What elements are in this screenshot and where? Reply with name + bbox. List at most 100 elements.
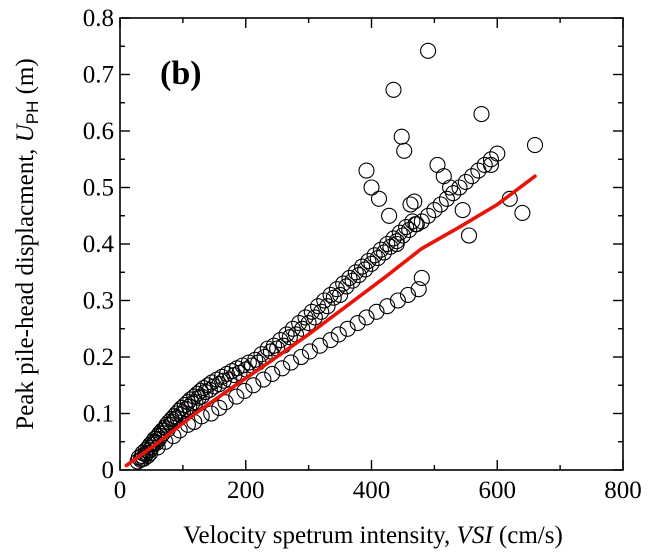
data-point <box>406 193 423 210</box>
y-axis-title: Peak pile-head displacment, UPH (m) <box>12 58 42 429</box>
x-axis-title-prefix: Velocity spetrum intensity, <box>183 522 456 549</box>
y-axis-title-subscript: PH <box>23 101 42 125</box>
y-tick-label: 0.5 <box>83 175 114 202</box>
data-point <box>247 351 264 368</box>
data-point <box>413 213 430 230</box>
data-point <box>228 388 245 405</box>
x-tick-label: 400 <box>353 477 391 504</box>
data-point <box>408 216 425 233</box>
data-point <box>366 247 383 264</box>
data-point <box>460 227 478 244</box>
data-point <box>203 405 220 422</box>
data-point <box>391 224 408 241</box>
data-point <box>432 196 449 213</box>
y-tick-label: 0.8 <box>83 5 114 32</box>
data-point <box>310 298 327 315</box>
data-point <box>476 156 493 173</box>
data-point <box>291 315 308 332</box>
y-axis-title-symbol: U <box>12 122 39 142</box>
data-point <box>306 309 323 326</box>
data-point <box>363 255 380 272</box>
data-point <box>393 128 410 145</box>
data-point <box>278 326 295 343</box>
data-point <box>413 269 430 286</box>
fit-line-group <box>124 174 537 468</box>
data-point <box>330 326 347 343</box>
data-point <box>322 332 339 349</box>
data-point <box>187 394 204 411</box>
data-point <box>272 332 289 349</box>
data-point <box>316 292 333 309</box>
data-point <box>404 213 421 230</box>
y-tick-label: 0.3 <box>83 288 114 315</box>
y-tick-labels: 0 0.1 0.2 0.3 0.4 0.5 0.6 0.7 0.8 <box>83 5 115 484</box>
data-point <box>379 235 396 253</box>
data-point <box>429 156 446 173</box>
y-tick-label: 0.1 <box>83 401 114 428</box>
data-point <box>438 190 455 207</box>
data-point <box>264 365 281 382</box>
data-point <box>482 151 500 168</box>
data-point <box>376 244 393 261</box>
data-point <box>284 320 301 337</box>
data-point <box>274 360 291 377</box>
data-point <box>301 343 318 360</box>
data-point <box>464 168 481 185</box>
x-axis-title-unit: (cm/s) <box>493 522 563 549</box>
data-point <box>223 363 240 380</box>
data-point <box>435 168 452 185</box>
data-point <box>388 233 405 250</box>
data-point <box>217 394 234 411</box>
data-point <box>211 399 228 416</box>
data-point <box>420 207 437 224</box>
data-point <box>332 286 349 303</box>
x-tick-label: 0 <box>114 477 127 504</box>
data-point <box>300 315 317 332</box>
data-point <box>319 298 336 315</box>
data-point <box>294 320 311 337</box>
data-point <box>482 156 500 173</box>
y-tick-label: 0.4 <box>83 231 115 258</box>
data-point <box>385 81 402 98</box>
data-point <box>514 204 531 221</box>
data-point <box>350 267 367 284</box>
data-point <box>341 269 358 286</box>
data-point <box>245 377 262 394</box>
data-point <box>385 230 402 247</box>
data-point <box>211 376 228 393</box>
data-point <box>368 303 385 320</box>
data-point <box>338 278 355 295</box>
data-point <box>358 162 375 179</box>
data-point <box>255 371 272 388</box>
data-point <box>370 190 388 207</box>
data-point <box>388 235 405 253</box>
data-point <box>382 238 399 255</box>
x-tick-label: 800 <box>604 477 642 504</box>
data-point <box>442 179 459 196</box>
data-point <box>203 374 220 391</box>
axis-ticks <box>119 17 624 471</box>
x-tick-label: 600 <box>479 477 517 504</box>
x-tick-labels: 0 200 400 600 800 <box>114 477 642 504</box>
data-point <box>335 275 352 292</box>
data-point <box>293 348 310 366</box>
data-point <box>489 145 506 162</box>
data-point <box>426 202 443 219</box>
data-point <box>253 346 270 363</box>
data-point <box>195 380 212 397</box>
fit-line <box>124 174 537 468</box>
scatter-points <box>129 42 544 470</box>
data-point <box>379 298 396 315</box>
data-point <box>358 309 375 326</box>
data-point <box>328 281 345 298</box>
y-tick-label: 0.7 <box>83 62 114 89</box>
data-point <box>399 286 417 303</box>
y-axis-title-prefix: Peak pile-head displacment, <box>12 142 39 429</box>
x-tick-label: 200 <box>227 477 265 504</box>
y-tick-label: 0.6 <box>83 118 114 145</box>
data-point <box>339 320 356 337</box>
data-point <box>473 106 490 123</box>
data-point <box>181 398 198 415</box>
panel-label: (b) <box>160 55 202 92</box>
data-point <box>381 207 398 224</box>
